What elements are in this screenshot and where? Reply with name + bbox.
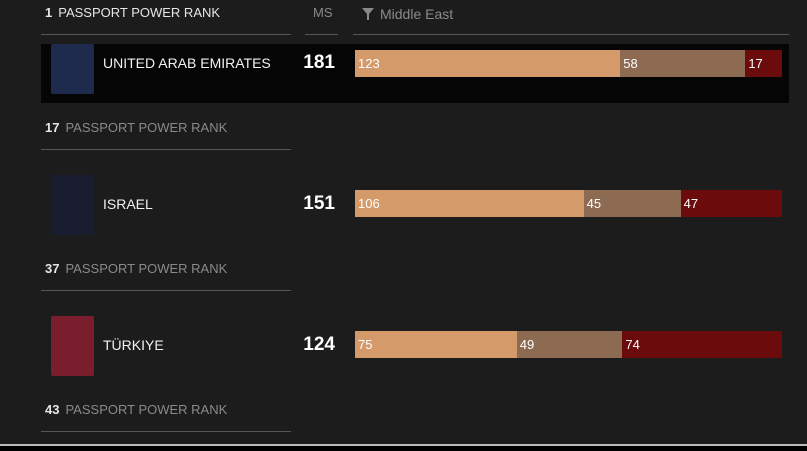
rank-label: PASSPORT POWER RANK	[58, 5, 221, 20]
divider	[41, 34, 291, 35]
country-name: ISRAEL	[103, 196, 153, 212]
bar-segment: 45	[583, 190, 681, 217]
bar-segment: 17	[745, 50, 782, 77]
ms-score: 151	[303, 193, 335, 214]
bar-segment: 49	[516, 331, 623, 358]
ms-header[interactable]: MS	[313, 5, 333, 20]
bar-segment: 74	[622, 331, 782, 358]
bottom-bar	[0, 446, 807, 451]
bar-segment: 123	[355, 50, 621, 77]
divider	[305, 34, 338, 35]
divider	[41, 149, 291, 150]
filter-label[interactable]: Middle East	[380, 6, 454, 22]
rank-label: PASSPORT POWER RANK	[65, 261, 228, 276]
country-name: UNITED ARAB EMIRATES	[103, 55, 271, 71]
filter-icon[interactable]	[362, 8, 374, 20]
country-name: TÜRKIYE	[103, 337, 164, 353]
rank-header: 37 PASSPORT POWER RANK	[45, 261, 227, 276]
passport-image	[51, 316, 94, 376]
rank-label: PASSPORT POWER RANK	[65, 120, 228, 135]
passport-image	[51, 44, 94, 94]
rank-number: 43	[45, 402, 60, 417]
rank-header: 17 PASSPORT POWER RANK	[45, 120, 227, 135]
rank-number: 17	[45, 120, 60, 135]
bar-segment: 58	[620, 50, 746, 77]
bar-segment: 106	[355, 190, 584, 217]
rank-label: PASSPORT POWER RANK	[65, 402, 228, 417]
ms-score: 124	[303, 334, 335, 355]
divider	[41, 431, 291, 432]
rank-header: 1 PASSPORT POWER RANK	[45, 5, 220, 20]
passport-image	[51, 175, 94, 235]
rank-header: 43 PASSPORT POWER RANK	[45, 402, 227, 417]
rank-number: 37	[45, 261, 60, 276]
divider	[353, 34, 789, 35]
divider	[41, 290, 291, 291]
bar-segment: 75	[355, 331, 517, 358]
bar-segment: 47	[680, 190, 782, 217]
ms-score: 181	[303, 52, 335, 73]
bottom-line	[0, 444, 807, 446]
rank-number: 1	[45, 5, 53, 20]
